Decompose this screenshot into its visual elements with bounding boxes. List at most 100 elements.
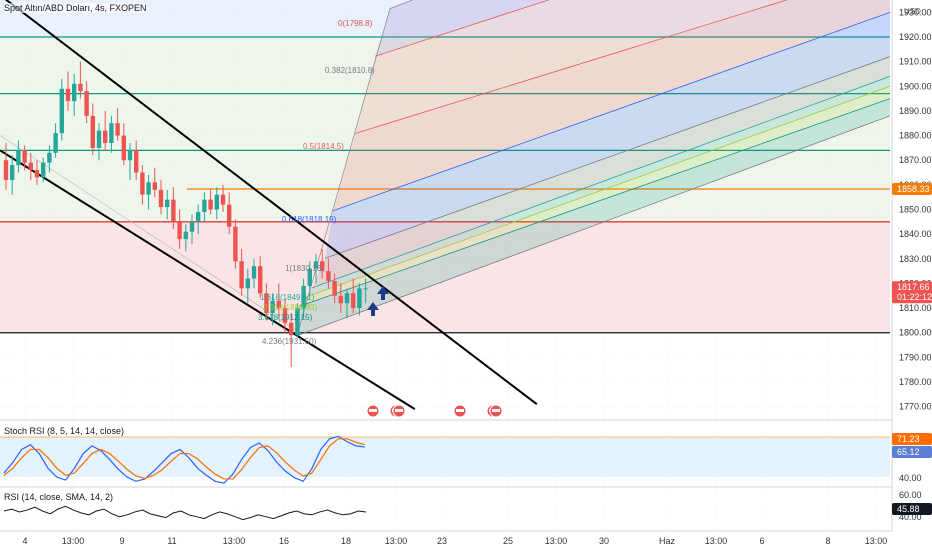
candle-body xyxy=(270,300,275,314)
fib-label: 1(1830.16) xyxy=(285,264,324,273)
candle-body xyxy=(115,123,120,136)
channel-upper xyxy=(4,0,538,406)
candle-body xyxy=(103,130,108,143)
fib-label: 0.618(1818.19) xyxy=(282,215,337,224)
candle-body xyxy=(134,150,139,173)
price-tick-label: 1770.00 xyxy=(899,402,932,412)
fib-line xyxy=(324,56,891,259)
price-tick-label: 1910.00 xyxy=(899,57,932,67)
candle-body xyxy=(307,268,312,286)
time-tick-label: 30 xyxy=(599,536,609,546)
time-tick-label: 13:00 xyxy=(223,536,246,546)
rsi-value-tag xyxy=(892,503,932,515)
candle-body xyxy=(189,221,195,232)
arrow-up-icon xyxy=(377,286,389,300)
event-flag-stripe xyxy=(456,409,464,412)
fib-label: 0(1798.8) xyxy=(338,19,373,28)
time-tick-label: 13:00 xyxy=(385,536,408,546)
current-price-tag xyxy=(892,281,932,304)
band-blue xyxy=(0,0,890,37)
candle-body xyxy=(351,293,356,309)
price-tick-label: 1830.00 xyxy=(899,254,932,264)
candle-body xyxy=(220,194,226,205)
candle-body xyxy=(34,170,40,178)
candle-body xyxy=(78,83,83,92)
fib-line xyxy=(311,76,891,289)
arrow-up-icon xyxy=(367,302,379,316)
fib-label: 0.5(1814.5) xyxy=(303,142,344,151)
time-tick-label: 23 xyxy=(437,536,447,546)
candle-body xyxy=(313,261,319,269)
fib-label: 2.618(1880.83) xyxy=(263,303,318,312)
candle-body xyxy=(214,194,219,210)
event-flag-stripe xyxy=(369,409,377,412)
stoch-tick-label: 40.00 xyxy=(899,473,922,483)
candle-body xyxy=(72,83,77,102)
stoch-d-tag-text: 65.12 xyxy=(897,447,920,457)
price-axis-bg xyxy=(892,0,932,550)
candle-body xyxy=(282,308,288,323)
time-tick-label: 25 xyxy=(503,536,513,546)
fib-label: 1.618(1849.51) xyxy=(260,293,315,302)
candle-body xyxy=(208,199,213,210)
candle-body xyxy=(171,199,176,222)
rsi-tick-label: 40.00 xyxy=(899,512,922,522)
candle-body xyxy=(276,300,281,309)
candle-body xyxy=(158,189,164,208)
time-axis-bg xyxy=(0,532,932,550)
currency-label: USD xyxy=(904,7,921,16)
candle-body xyxy=(16,150,21,166)
candle-body xyxy=(65,88,71,102)
fib-label: 0.382(1810.8) xyxy=(325,66,375,75)
candle-body xyxy=(258,266,263,294)
fib-zone xyxy=(297,98,890,336)
fib-label: 4.236(1931.50) xyxy=(262,337,317,346)
band-red xyxy=(0,221,890,333)
channel-mid xyxy=(0,135,301,333)
fib-base xyxy=(296,8,391,336)
candle-body xyxy=(202,199,207,212)
time-tick-label: 4 xyxy=(22,536,27,546)
candle-body xyxy=(90,115,95,148)
stoch-k-tag xyxy=(892,433,932,445)
candle-body xyxy=(41,162,46,178)
time-tick-label: 6 xyxy=(759,536,764,546)
fib-line xyxy=(305,85,891,298)
candle-body xyxy=(59,88,64,134)
current-price-tag-text: 1817.66 xyxy=(897,282,930,292)
candle-body xyxy=(140,172,145,195)
fib-zone xyxy=(312,56,890,288)
price-tick-label: 1870.00 xyxy=(899,155,932,165)
fib-line xyxy=(374,0,550,57)
time-tick-label: Haz xyxy=(659,536,676,546)
time-tick-label: 13:00 xyxy=(865,536,888,546)
price-tick-label: 1880.00 xyxy=(899,131,932,141)
candle-body xyxy=(127,150,133,161)
rsi-value-tag-text: 45.88 xyxy=(897,504,920,514)
time-tick-label: 11 xyxy=(167,536,176,546)
candle-body xyxy=(332,280,337,296)
candle-body xyxy=(22,150,27,163)
candle-body xyxy=(28,162,33,171)
event-flag-stripe xyxy=(492,409,500,412)
candle-body xyxy=(177,221,182,240)
fib-label: 3.618(1912.15) xyxy=(258,313,313,322)
stoch-d-tag xyxy=(892,446,932,458)
event-flag-stripe xyxy=(395,409,403,412)
candle-body xyxy=(338,295,343,304)
fib-line xyxy=(332,11,891,212)
stoch-d-line xyxy=(3,438,365,480)
candle-body xyxy=(10,165,15,180)
candle-body xyxy=(295,308,300,336)
time-tick-label: 13:00 xyxy=(62,536,85,546)
resistance-price-tag xyxy=(892,182,932,195)
candle-body xyxy=(301,285,306,309)
chart-title: Spot Altın/ABD Doları, 4s, FXOPEN xyxy=(4,3,147,13)
rsi-line xyxy=(3,505,366,521)
candle-body xyxy=(183,231,188,240)
price-tick-label: 1840.00 xyxy=(899,229,932,239)
time-tick-label: 9 xyxy=(119,536,124,546)
fib-zone xyxy=(300,86,890,307)
candle-body xyxy=(152,182,157,190)
